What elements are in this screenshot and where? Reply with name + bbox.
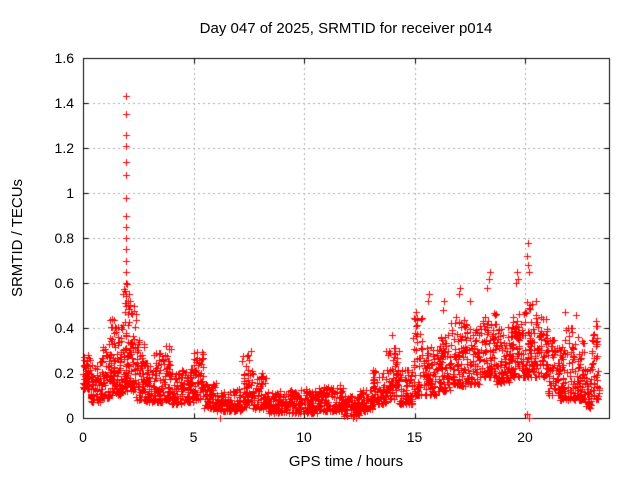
x-tick-label: 0 [79,429,87,445]
y-tick-label: 1.2 [54,140,74,156]
x-tick-label: 5 [189,429,198,445]
x-tick-label: 10 [296,429,312,445]
y-tick-label: 0 [66,410,74,426]
y-tick-label: 1 [66,185,74,201]
chart-title: Day 047 of 2025, SRMTID for receiver p01… [199,20,493,37]
y-tick-label: 0.4 [54,320,74,336]
y-tick-label: 1.4 [54,95,74,111]
y-tick-label: 1.6 [54,50,74,66]
x-axis-label: GPS time / hours [288,453,404,470]
y-tick-label: 0.8 [54,230,74,246]
y-tick-label: 0.6 [54,275,74,291]
x-tick-label: 20 [517,429,533,445]
y-tick-label: 0.2 [54,365,74,381]
x-tick-label: 15 [406,429,423,445]
